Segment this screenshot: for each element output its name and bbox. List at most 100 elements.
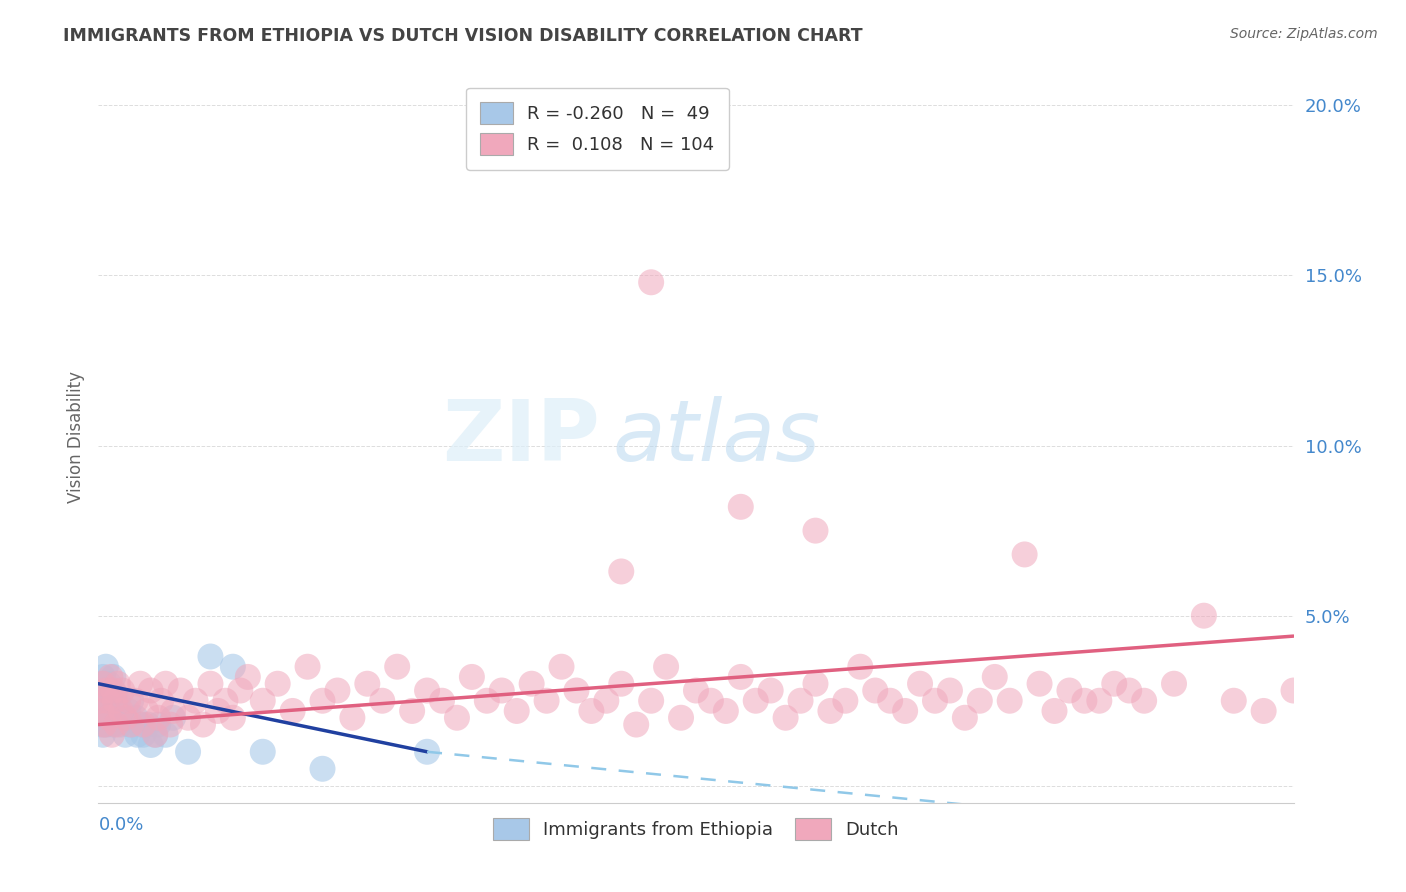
- Point: [1028, 677, 1050, 691]
- Point: [356, 677, 378, 691]
- Point: [506, 704, 529, 718]
- Point: [94, 683, 117, 698]
- Point: [1059, 683, 1081, 698]
- Point: [461, 670, 484, 684]
- Point: [91, 711, 114, 725]
- Point: [96, 717, 118, 731]
- Point: [89, 677, 111, 691]
- Point: [97, 704, 120, 718]
- Point: [342, 711, 364, 725]
- Point: [446, 711, 468, 725]
- Point: [132, 717, 155, 731]
- Point: [93, 677, 115, 691]
- Point: [775, 711, 797, 725]
- Point: [132, 728, 155, 742]
- Point: [416, 745, 439, 759]
- Point: [96, 694, 118, 708]
- Point: [745, 694, 768, 708]
- Point: [789, 694, 811, 708]
- Point: [1223, 694, 1246, 708]
- Point: [1133, 694, 1156, 708]
- Point: [105, 704, 128, 718]
- Point: [103, 683, 125, 698]
- Point: [236, 670, 259, 684]
- Point: [953, 711, 976, 725]
- Point: [311, 762, 333, 776]
- Point: [730, 500, 752, 514]
- Point: [252, 745, 274, 759]
- Point: [107, 677, 129, 691]
- Point: [93, 717, 115, 731]
- Point: [90, 704, 112, 718]
- Point: [311, 694, 333, 708]
- Point: [96, 694, 118, 708]
- Point: [127, 728, 149, 742]
- Point: [491, 683, 513, 698]
- Point: [430, 694, 453, 708]
- Point: [1088, 694, 1111, 708]
- Point: [222, 659, 245, 673]
- Point: [120, 717, 142, 731]
- Point: [90, 683, 112, 698]
- Point: [804, 524, 827, 538]
- Point: [110, 704, 132, 718]
- Point: [984, 670, 1007, 684]
- Point: [640, 694, 662, 708]
- Point: [150, 694, 173, 708]
- Point: [759, 683, 782, 698]
- Point: [924, 694, 946, 708]
- Point: [101, 694, 124, 708]
- Point: [101, 728, 124, 742]
- Point: [849, 659, 872, 673]
- Point: [207, 704, 229, 718]
- Point: [804, 677, 827, 691]
- Point: [129, 677, 152, 691]
- Point: [125, 694, 148, 708]
- Point: [998, 694, 1021, 708]
- Point: [98, 711, 122, 725]
- Point: [114, 711, 136, 725]
- Point: [148, 711, 170, 725]
- Point: [129, 717, 152, 731]
- Point: [93, 694, 115, 708]
- Point: [581, 704, 603, 718]
- Point: [91, 687, 114, 701]
- Point: [252, 694, 274, 708]
- Point: [104, 694, 127, 708]
- Point: [550, 659, 572, 673]
- Point: [939, 683, 962, 698]
- Point: [536, 694, 558, 708]
- Point: [385, 659, 409, 673]
- Point: [879, 694, 901, 708]
- Point: [1282, 683, 1305, 698]
- Point: [700, 694, 723, 708]
- Point: [118, 717, 141, 731]
- Point: [326, 683, 349, 698]
- Point: [401, 704, 423, 718]
- Point: [143, 728, 166, 742]
- Point: [110, 717, 132, 731]
- Point: [177, 745, 200, 759]
- Point: [1043, 704, 1066, 718]
- Point: [94, 711, 117, 725]
- Point: [97, 677, 120, 691]
- Point: [162, 704, 184, 718]
- Point: [89, 694, 111, 708]
- Legend: Immigrants from Ethiopia, Dutch: Immigrants from Ethiopia, Dutch: [484, 808, 908, 848]
- Point: [894, 704, 917, 718]
- Point: [565, 683, 588, 698]
- Point: [111, 711, 134, 725]
- Point: [98, 683, 122, 698]
- Point: [169, 683, 191, 698]
- Point: [136, 717, 159, 731]
- Text: 0.0%: 0.0%: [98, 816, 143, 834]
- Point: [297, 659, 319, 673]
- Point: [155, 677, 177, 691]
- Point: [610, 565, 633, 579]
- Point: [93, 717, 115, 731]
- Point: [94, 659, 117, 673]
- Point: [107, 694, 129, 708]
- Point: [1073, 694, 1095, 708]
- Point: [191, 717, 214, 731]
- Text: ZIP: ZIP: [443, 395, 600, 479]
